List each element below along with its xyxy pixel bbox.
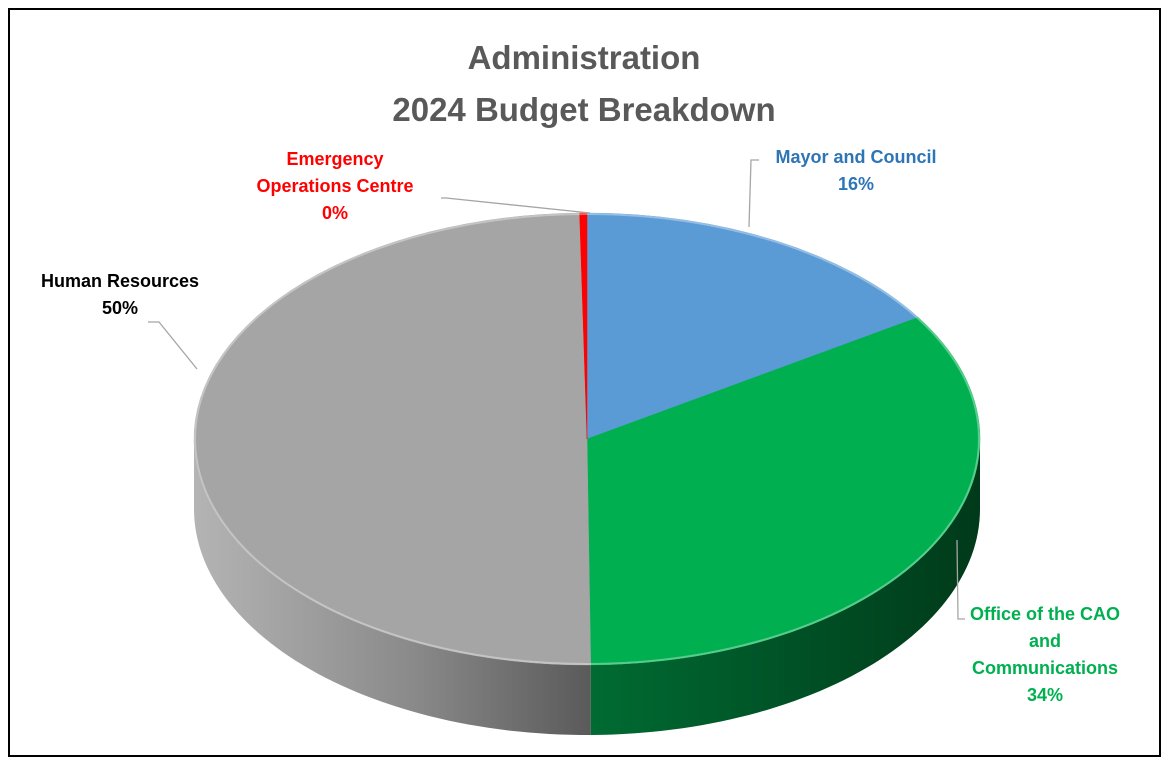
pie-rim [194, 213, 980, 665]
slice-name-label-1: Communications [972, 658, 1118, 678]
slice-name-label-2: Human Resources [41, 271, 199, 291]
slice-percent-label-3: 0% [322, 203, 348, 223]
slice-name-label-1: Office of the CAO [970, 604, 1120, 624]
slice-name-label-3: Emergency [286, 149, 383, 169]
leader-line-3 [441, 197, 591, 214]
leader-line-2 [148, 321, 198, 370]
slice-name-label-1: and [1029, 631, 1061, 651]
slice-name-label-3: Operations Centre [256, 176, 413, 196]
pie-slice-2 [193, 212, 591, 666]
chart-title-line-1: Administration [468, 39, 701, 76]
pie-leaders [148, 159, 965, 620]
chart-title-line-2: 2024 Budget Breakdown [392, 91, 775, 128]
slice-percent-label-0: 16% [838, 174, 874, 194]
leader-line-0 [748, 159, 759, 228]
pie-labels: Mayor and Council 16% Office of the CAO and… [41, 147, 1120, 705]
pie-slice-0 [586, 212, 919, 440]
pie-slice-1 [586, 317, 981, 666]
pie-sides [194, 439, 980, 735]
pie-side-2 [194, 439, 591, 735]
pie-side-1 [590, 439, 980, 735]
leader-line-1 [956, 539, 965, 620]
slice-percent-label-1: 34% [1027, 685, 1063, 705]
slice-name-label-0: Mayor and Council [775, 147, 936, 167]
pie-top [193, 212, 981, 666]
slice-percent-label-2: 50% [102, 298, 138, 318]
